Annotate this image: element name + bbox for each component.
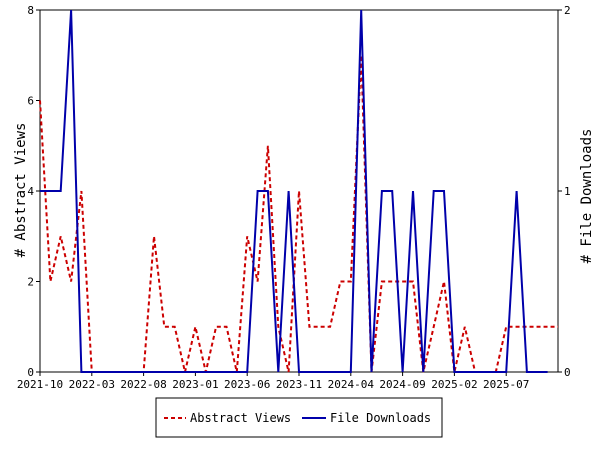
y-axis-title-right: # File Downloads [579, 129, 595, 264]
x-tick-label: 2023-01 [172, 378, 218, 391]
x-tick-label: 2022-08 [120, 378, 166, 391]
y-tick-label-right: 0 [564, 366, 571, 379]
legend-label-file-downloads: File Downloads [330, 411, 431, 425]
x-tick-label: 2022-03 [69, 378, 115, 391]
x-tick-label: 2025-07 [483, 378, 529, 391]
legend: Abstract Views File Downloads [155, 397, 443, 438]
y-tick-label-right: 1 [564, 185, 571, 198]
y-tick-label-left: 8 [27, 4, 34, 17]
x-tick-label: 2021-10 [17, 378, 63, 391]
y-tick-label-left: 0 [27, 366, 34, 379]
y-tick-label-left: 4 [27, 185, 34, 198]
x-tick-label: 2025-02 [431, 378, 477, 391]
y-axis-left: 0 2 4 6 8 [27, 4, 40, 379]
series-layer [39, 9, 558, 373]
legend-box [155, 397, 443, 438]
x-axis: 2021-10 2022-03 2022-08 2023-01 2023-06 2023-… [17, 372, 529, 391]
x-tick-label: 2024-04 [328, 378, 375, 391]
y-axis-right: 0 1 2 [558, 4, 571, 379]
y-tick-label-left: 6 [27, 95, 34, 108]
y-tick-label-right: 2 [564, 4, 571, 17]
y-axis-title-left: # Abstract Views [13, 123, 29, 258]
y-tick-label-left: 2 [27, 276, 34, 289]
x-tick-label: 2024-09 [379, 378, 425, 391]
x-tick-label: 2023-11 [276, 378, 322, 391]
legend-label-abstract-views: Abstract Views [190, 411, 291, 425]
x-tick-label: 2023-06 [224, 378, 270, 391]
series-line-file-downloads [40, 9, 548, 373]
